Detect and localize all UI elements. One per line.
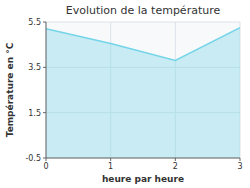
y-tick: [43, 22, 46, 23]
y-axis-line: [46, 22, 47, 158]
grid-line-x: [46, 22, 47, 158]
x-tick-label: 3: [237, 162, 242, 171]
y-tick-label: 1.5: [28, 109, 41, 118]
y-tick: [43, 158, 46, 159]
x-axis-line: [46, 158, 240, 159]
area-line: [46, 28, 240, 61]
x-tick: [110, 158, 111, 161]
axes: 0 1 2 3 -0.5 1.5 3.5 5.5: [25, 18, 242, 171]
chart-title: Evolution de la température: [66, 4, 221, 17]
y-tick-label: 5.5: [28, 18, 41, 27]
y-axis-label: Température en °C: [5, 42, 15, 137]
y-tick: [43, 67, 46, 68]
grid: [46, 22, 240, 158]
x-tick: [175, 158, 176, 161]
x-tick-label: 0: [43, 162, 48, 171]
x-tick-label: 1: [108, 162, 113, 171]
chart-container: 0 1 2 3 -0.5 1.5 3.5 5.5 Evolution de la tempéra…: [0, 0, 250, 188]
area-fill: [46, 28, 240, 158]
y-tick-label: -0.5: [25, 154, 41, 163]
plot-background: [46, 22, 240, 158]
y-tick: [43, 112, 46, 113]
x-axis-label: heure par heure: [102, 174, 184, 184]
y-tick-label: 3.5: [28, 63, 41, 72]
grid-line-y: [46, 22, 240, 23]
x-tick-label: 2: [173, 162, 178, 171]
series: [46, 28, 240, 158]
x-tick: [240, 158, 241, 161]
grid-line-y: [46, 158, 240, 159]
chart-svg: 0 1 2 3 -0.5 1.5 3.5 5.5 Evolution de la tempéra…: [0, 0, 250, 188]
